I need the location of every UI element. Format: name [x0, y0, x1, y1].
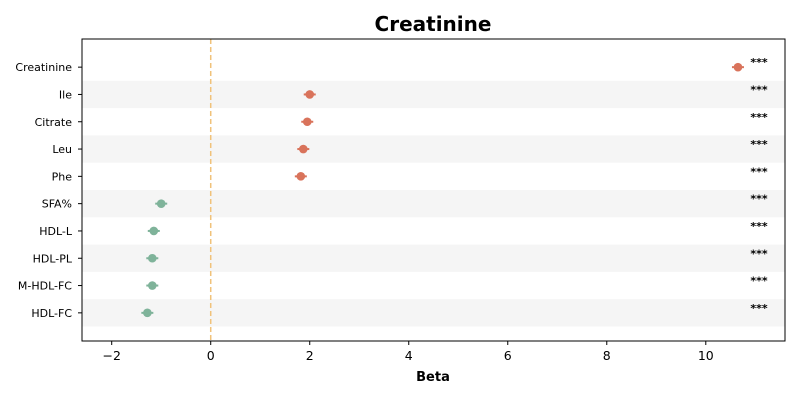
significance-label: ***	[750, 138, 768, 151]
row-shade	[82, 190, 785, 218]
point-marker	[143, 308, 152, 318]
point-marker	[298, 144, 308, 154]
y-tick-label: Citrate	[35, 116, 73, 129]
significance-labels: *** *** *** *** *** *** *** *** *** ***	[750, 56, 768, 315]
significance-label: ***	[750, 220, 768, 233]
y-tick-label: Ile	[59, 88, 72, 101]
significance-label: ***	[750, 193, 768, 206]
x-tick-label: 2	[306, 348, 314, 363]
y-tick-label: Leu	[52, 143, 72, 156]
y-tick-label: Creatinine	[15, 61, 72, 74]
point-marker	[296, 172, 306, 181]
point-marker	[305, 90, 315, 99]
x-axis: −2 0 2 4 6 8 10	[102, 341, 714, 363]
x-tick-label: 6	[504, 348, 512, 363]
significance-label: ***	[750, 56, 768, 69]
y-tick-label: SFA%	[42, 198, 72, 211]
row-shade	[82, 135, 785, 163]
point-marker	[733, 62, 743, 72]
point-marker	[148, 281, 157, 290]
y-tick-label: HDL-FC	[31, 307, 72, 320]
plot-frame	[81, 38, 786, 342]
x-tick-label: 0	[207, 348, 215, 363]
point-marker	[156, 199, 166, 208]
row-shade	[82, 299, 785, 327]
data-points	[141, 62, 744, 318]
point-marker	[302, 117, 312, 127]
significance-label: ***	[750, 83, 768, 96]
y-tick-label: HDL-L	[39, 225, 73, 238]
y-tick-label: HDL-PL	[33, 252, 73, 265]
x-tick-label: 8	[603, 348, 611, 363]
row-shade	[82, 80, 785, 109]
point-marker	[149, 226, 159, 236]
y-tick-label: M-HDL-FC	[18, 280, 72, 293]
significance-label: ***	[750, 275, 768, 288]
x-tick-label: 4	[405, 348, 413, 363]
y-tick-label: Phe	[52, 170, 73, 183]
row-shade	[82, 244, 785, 272]
x-tick-label: −2	[102, 348, 120, 363]
y-axis-labels: Creatinine Ile Citrate Leu Phe SFA% HDL-L HDL-P…	[15, 61, 82, 320]
significance-label: ***	[750, 111, 768, 124]
row-shading	[82, 80, 785, 327]
significance-label: ***	[750, 165, 768, 178]
significance-label: ***	[750, 302, 768, 315]
x-axis-label: Beta	[416, 370, 450, 385]
chart-title: Creatinine	[375, 12, 492, 36]
significance-label: ***	[750, 247, 768, 260]
point-marker	[148, 253, 157, 263]
x-tick-label: 10	[698, 348, 714, 363]
